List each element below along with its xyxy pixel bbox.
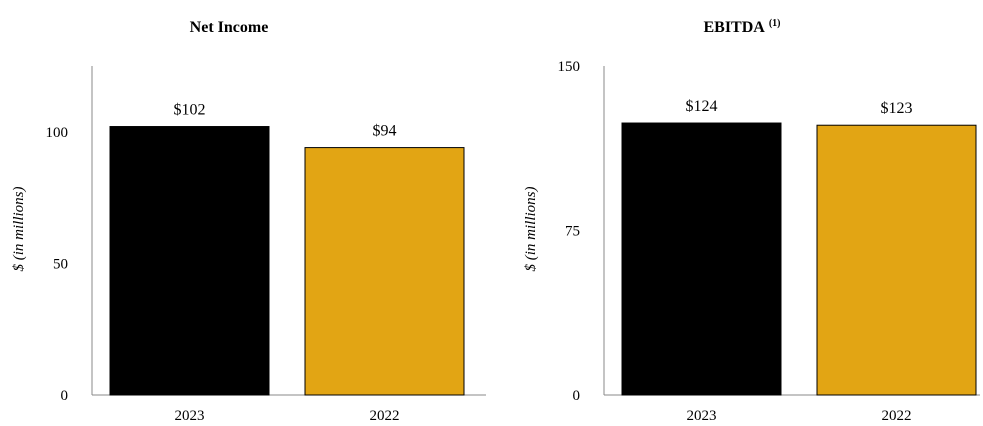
- y-tick-label: 100: [46, 125, 69, 141]
- bar-2023: [621, 122, 782, 396]
- ebitda-chart: EBITDA (1) $ (in millions) 0 75 150 $124 2023…: [523, 18, 980, 424]
- y-tick-label: 75: [565, 224, 580, 240]
- chart-title: EBITDA (1): [703, 18, 780, 36]
- chart-title-superscript: (1): [769, 18, 781, 29]
- data-label: $123: [881, 100, 913, 117]
- data-label: $94: [373, 123, 397, 140]
- y-tick-label: 50: [53, 256, 68, 272]
- data-label: $102: [174, 102, 206, 119]
- x-tick-label: 2022: [882, 408, 912, 424]
- net-income-chart: Net Income $ (in millions) 0 50 100 $102 202…: [11, 19, 486, 424]
- y-tick-label: 150: [558, 59, 581, 75]
- y-axis-label: $ (in millions): [11, 186, 27, 271]
- bar-2023: [109, 126, 270, 396]
- chart-title: Net Income: [190, 19, 269, 36]
- x-tick-label: 2023: [175, 408, 205, 424]
- x-tick-label: 2022: [370, 408, 400, 424]
- y-tick-label: 0: [573, 388, 581, 404]
- y-tick-label: 0: [61, 388, 69, 404]
- bar-2022: [304, 147, 465, 396]
- x-tick-label: 2023: [687, 408, 717, 424]
- y-axis-label: $ (in millions): [523, 186, 539, 271]
- bar-2022: [816, 124, 977, 396]
- chart-title-main: EBITDA: [703, 19, 765, 36]
- data-label: $124: [686, 98, 718, 115]
